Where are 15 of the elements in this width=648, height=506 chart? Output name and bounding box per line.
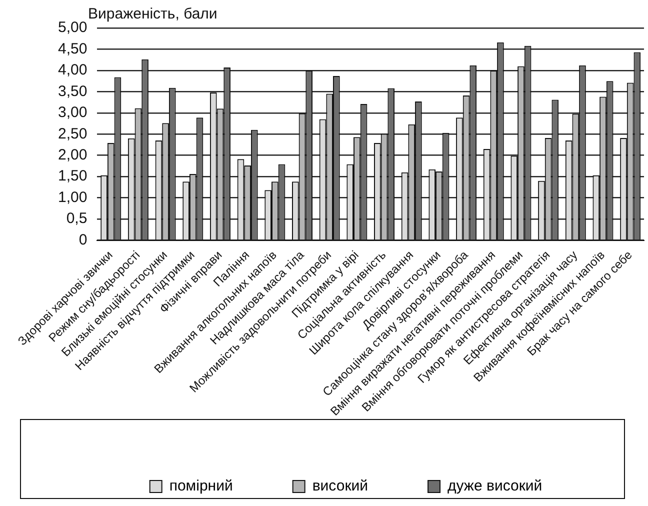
legend-label: помірний xyxy=(169,478,233,495)
y-tick-label: 0 xyxy=(78,231,88,248)
y-tick-label: 0,5 xyxy=(66,210,88,228)
y-tick-label: 4,50 xyxy=(58,40,88,58)
y-tick-label: 4,00 xyxy=(58,62,88,79)
y-tick-label: 3,00 xyxy=(58,104,88,122)
y-tick-label: 2,00 xyxy=(58,146,88,164)
y-tick-label: 1,00 xyxy=(58,188,88,206)
y-tick-label: 3,50 xyxy=(58,82,88,100)
y-tick-label: 5,00 xyxy=(58,19,88,36)
y-axis-title: Вираженість, бали xyxy=(88,6,218,23)
y-tick-label: 2,50 xyxy=(58,125,88,142)
legend-label: високий xyxy=(312,478,368,495)
legend-label: дуже високий xyxy=(448,478,542,495)
y-tick-label: 1,50 xyxy=(58,168,88,185)
